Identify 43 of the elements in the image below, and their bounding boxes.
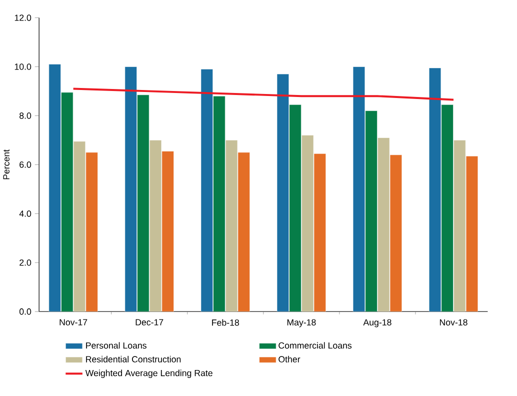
- bar: [441, 104, 454, 312]
- bar: [137, 94, 150, 312]
- bar: [149, 140, 162, 312]
- y-tick-label: 10.0: [14, 63, 32, 70]
- bar: [378, 137, 390, 312]
- bar: [352, 66, 366, 312]
- bar: [302, 134, 314, 312]
- bar: [365, 110, 378, 312]
- legend-label: Other: [278, 356, 300, 362]
- y-tick-label: 2.0: [20, 259, 32, 266]
- bar: [213, 96, 226, 312]
- bar: [238, 152, 250, 312]
- bar: [200, 68, 213, 312]
- bar: [73, 141, 86, 312]
- bar: [428, 68, 442, 312]
- x-tick-label: Nov-18: [440, 319, 468, 326]
- y-tick-label: 12.0: [14, 14, 32, 21]
- bar: [314, 153, 326, 312]
- bar: [61, 92, 74, 312]
- x-tick-label: Aug-18: [363, 319, 392, 328]
- y-tick-label: 8.0: [20, 112, 32, 119]
- bar: [124, 66, 137, 312]
- bar: [162, 150, 174, 312]
- bar: [454, 140, 466, 312]
- bar: [86, 152, 98, 312]
- y-tick-label: 6.0: [20, 161, 32, 168]
- y-tick-label: 4.0: [19, 210, 32, 217]
- bar: [390, 154, 402, 312]
- x-tick-label: Nov-17: [60, 319, 88, 326]
- legend-label: Commercial Loans: [278, 342, 352, 348]
- legend-label: Weighted Average Lending Rate: [85, 370, 212, 378]
- x-tick-label: May-18: [287, 319, 316, 328]
- bar: [225, 140, 238, 312]
- x-tick-label: Dec-17: [136, 319, 164, 326]
- x-tick-label: Feb-18: [212, 319, 239, 326]
- legend-label: Residential Construction: [86, 356, 181, 362]
- bar: [466, 156, 478, 312]
- y-tick-label: 0.0: [19, 308, 32, 315]
- bar: [276, 74, 290, 312]
- legend-label: Personal Loans: [86, 342, 146, 348]
- bar: [289, 104, 302, 312]
- y-axis-title: Percent: [3, 149, 10, 179]
- bar: [48, 64, 61, 312]
